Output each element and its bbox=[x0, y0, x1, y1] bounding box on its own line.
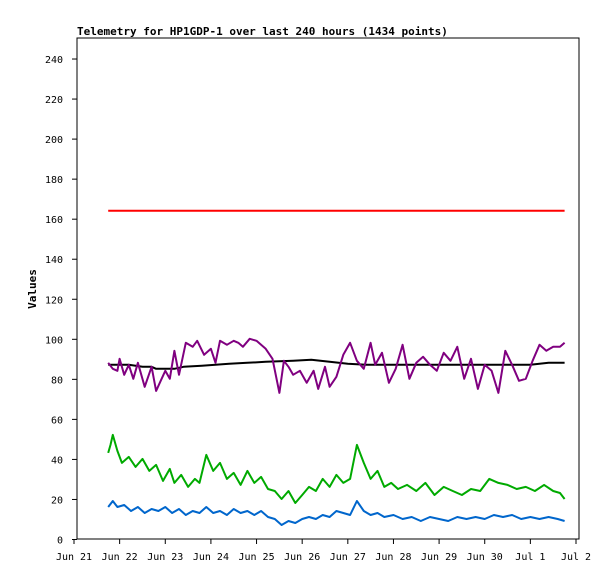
x-tick-label: Jun 25 bbox=[238, 552, 274, 563]
x-tick-label: Jul 2 bbox=[561, 552, 591, 563]
x-tick-label: Jun 23 bbox=[147, 552, 183, 563]
y-tick-label: 120 bbox=[45, 295, 63, 306]
y-axis: 0 20 40 60 80 100 120 140 160 180 200 220 240 bbox=[45, 55, 77, 547]
series-line-4 bbox=[107, 433, 566, 504]
x-tick-label: Jun 28 bbox=[375, 552, 411, 563]
x-tick-label: Jun 26 bbox=[284, 552, 320, 563]
x-tick-label: Jun 30 bbox=[467, 552, 503, 563]
y-tick-label: 80 bbox=[51, 375, 63, 386]
x-axis: Jun 21 Jun 22 Jun 23 Jun 24 Jun 25 Jun 26 Jun … bbox=[56, 539, 591, 563]
y-tick-label: 40 bbox=[51, 455, 63, 466]
x-tick-label: Jul 1 bbox=[515, 552, 545, 563]
x-tick-label: Jun 29 bbox=[421, 552, 457, 563]
y-tick-label: 200 bbox=[45, 135, 63, 146]
chart-title: Telemetry for HP1GDP-1 over last 240 hou… bbox=[77, 25, 448, 38]
plot-area bbox=[76, 37, 580, 540]
y-tick-label: 100 bbox=[45, 335, 63, 346]
x-tick-label: Jun 22 bbox=[102, 552, 138, 563]
series-line-3 bbox=[107, 337, 566, 394]
y-tick-label: 140 bbox=[45, 255, 63, 266]
y-axis-label: Values bbox=[26, 269, 39, 309]
series-layer bbox=[107, 209, 566, 526]
y-tick-label: 160 bbox=[45, 215, 63, 226]
y-tick-label: 220 bbox=[45, 95, 63, 106]
x-tick-label: Jun 27 bbox=[330, 552, 366, 563]
y-tick-label: 240 bbox=[45, 55, 63, 66]
y-tick-label: 0 bbox=[57, 536, 63, 547]
y-tick-label: 180 bbox=[45, 175, 63, 186]
x-tick-label: Jun 21 bbox=[56, 552, 92, 563]
x-tick-label: Jun 24 bbox=[193, 552, 229, 563]
y-tick-label: 60 bbox=[51, 415, 63, 426]
y-tick-label: 20 bbox=[51, 495, 63, 506]
series-line-5 bbox=[107, 500, 565, 526]
